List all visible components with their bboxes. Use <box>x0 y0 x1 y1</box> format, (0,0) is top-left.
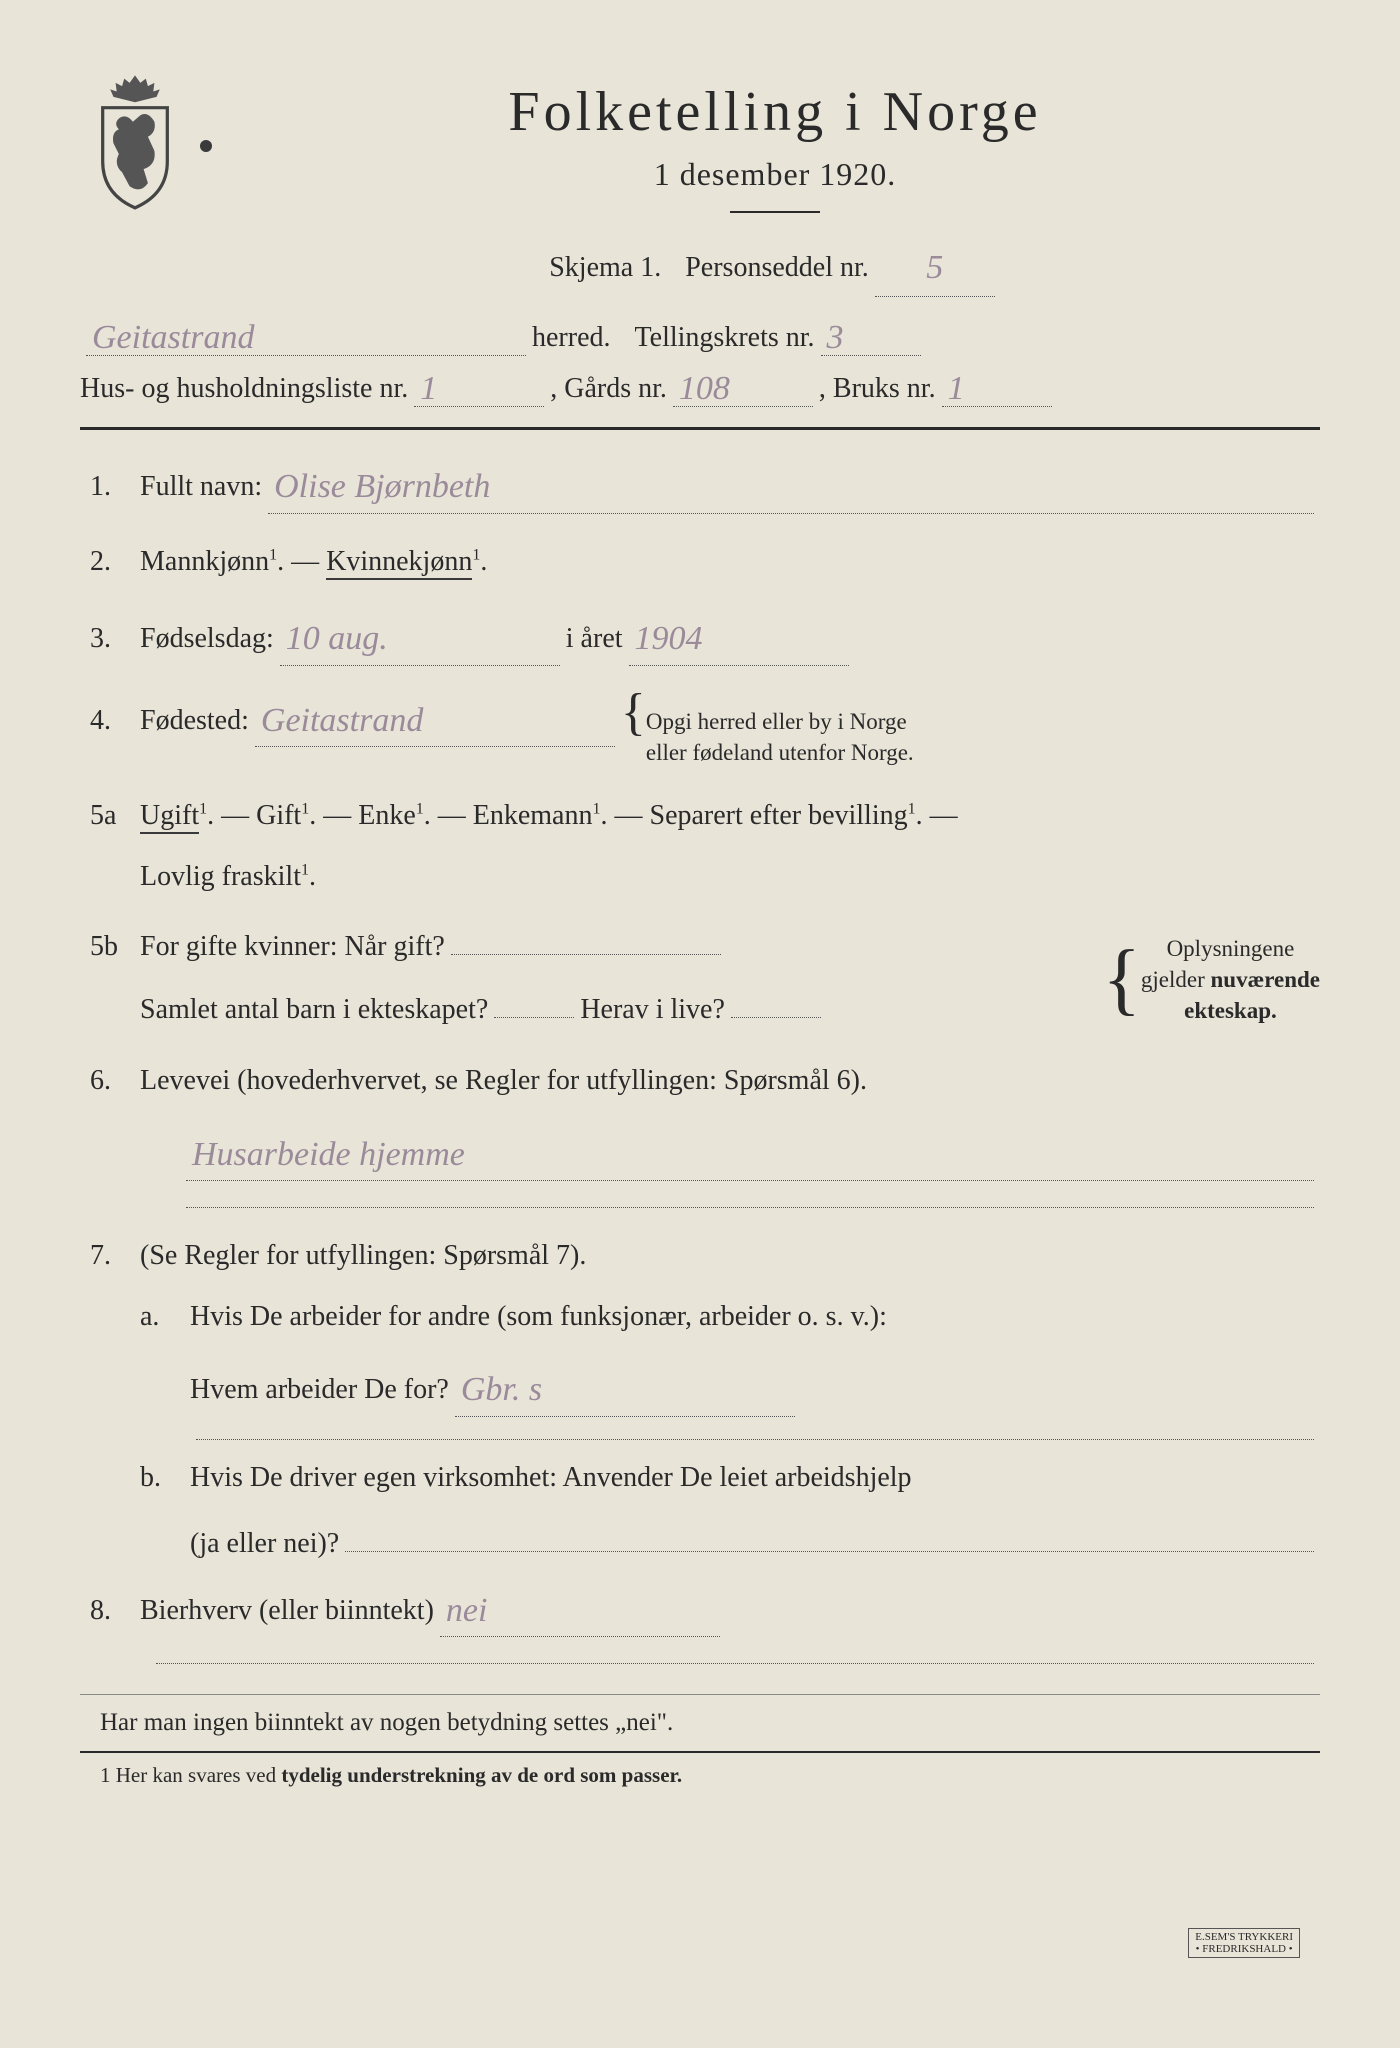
main-title: Folketelling i Norge <box>230 80 1320 144</box>
q3-year: 1904 <box>629 620 709 657</box>
q6-value: Husarbeide hjemme <box>186 1136 471 1173</box>
q5a-opt-separert: Separert efter bevilling <box>650 800 908 831</box>
tellingskrets-value: 3 <box>821 319 850 356</box>
coat-of-arms-icon <box>80 70 190 210</box>
personseddel-label: Personseddel nr. <box>685 243 869 293</box>
q3-day: 10 aug. <box>280 620 394 657</box>
bruks-label: , Bruks nr. <box>819 373 936 405</box>
brace-icon: { <box>1102 955 1140 1003</box>
q8-value: nei <box>440 1592 494 1629</box>
q4-value: Geitastrand <box>255 702 429 739</box>
q5b-label1: For gifte kvinner: Når gift? <box>140 925 445 970</box>
husliste-label: Hus- og husholdningsliste nr. <box>80 373 408 405</box>
question-5a: 5a Ugift1. — Gift1. — Enke1. — Enkemann1… <box>80 794 1320 900</box>
question-2: 2. Mannkjønn1. — Kvinnekjønn1. <box>80 540 1320 585</box>
q8-label: Bierhverv (eller biinntekt) <box>140 1589 434 1634</box>
q5a-opt-fraskilt: Lovlig fraskilt <box>140 861 301 892</box>
q7a-label: Hvis De arbeider for andre (som funksjon… <box>190 1293 1320 1341</box>
q3-mid: i året <box>566 617 623 662</box>
herred-value: Geitastrand <box>86 319 260 356</box>
question-7a: a. Hvis De arbeider for andre (som funks… <box>140 1293 1320 1440</box>
q7-label: (Se Regler for utfyllingen: Spørsmål 7). <box>140 1240 586 1271</box>
herred-label: herred. <box>532 322 611 354</box>
q7b-q: (ja eller nei)? <box>190 1520 339 1568</box>
q5a-opt-enke: Enke <box>358 800 416 831</box>
tellingskrets-label: Tellingskrets nr. <box>635 322 815 354</box>
q1-label: Fullt navn: <box>140 465 262 510</box>
meta-block: Geitastrand herred. Tellingskrets nr. 3 … <box>80 317 1320 407</box>
q5a-opt-gift: Gift <box>256 800 301 831</box>
question-6: 6. Levevei (hovederhvervet, se Regler fo… <box>80 1059 1320 1208</box>
q1-value: Olise Bjørnbeth <box>268 468 496 505</box>
q4-note1: Opgi herred eller by i Norge <box>646 709 907 734</box>
q5b-label3: Herav i live? <box>580 988 725 1033</box>
question-3: 3. Fødselsdag: 10 aug. i året 1904 <box>80 610 1320 665</box>
brace-icon: { <box>621 697 646 728</box>
question-1: 1. Fullt navn: Olise Bjørnbeth <box>80 458 1320 513</box>
question-5b: 5b For gifte kvinner: Når gift? Samlet a… <box>80 925 1320 1033</box>
skjema-label: Skjema 1. <box>549 243 661 293</box>
personseddel-value: 5 <box>920 249 949 286</box>
question-7: 7. (Se Regler for utfyllingen: Spørsmål … <box>80 1234 1320 1279</box>
section-divider <box>80 427 1320 430</box>
bruks-value: 1 <box>942 370 971 407</box>
q5a-opt-enkemann: Enkemann <box>473 800 593 831</box>
q6-label: Levevei (hovederhvervet, se Regler for u… <box>140 1065 867 1096</box>
subtitle: 1 desember 1920. <box>230 156 1320 193</box>
question-7b: b. Hvis De driver egen virksomhet: Anven… <box>140 1454 1320 1567</box>
q2-male: Mannkjønn <box>140 546 269 577</box>
q7a-value: Gbr. s <box>455 1371 548 1408</box>
q5a-opt-ugift: Ugift <box>140 800 199 834</box>
printer-mark: E.SEM'S TRYKKERI • FREDRIKSHALD • <box>1188 1928 1300 1958</box>
gards-label: , Gårds nr. <box>550 373 667 405</box>
title-divider <box>730 211 820 213</box>
q7a-q: Hvem arbeider De for? <box>190 1366 449 1414</box>
q5b-note1: Oplysningene <box>1167 936 1295 961</box>
q5b-note3: ekteskap. <box>1184 998 1277 1023</box>
q2-female: Kvinnekjønn <box>326 546 472 580</box>
question-8: 8. Bierhverv (eller biinntekt) nei <box>80 1582 1320 1637</box>
header: Folketelling i Norge 1 desember 1920. Sk… <box>80 60 1320 297</box>
q3-label: Fødselsdag: <box>140 617 274 662</box>
question-4: 4. Fødested: Geitastrand { Opgi herred e… <box>80 692 1320 768</box>
q7b-label: Hvis De driver egen virksomhet: Anvender… <box>190 1454 1320 1502</box>
q4-note2: eller fødeland utenfor Norge. <box>646 740 914 765</box>
footer-note-2: 1 Her kan svares ved tydelig understrekn… <box>80 1751 1320 1788</box>
husliste-value: 1 <box>414 370 443 407</box>
ink-dot <box>200 140 212 152</box>
gards-value: 108 <box>673 370 736 407</box>
q5b-note2: gjelder nuværende <box>1141 967 1320 992</box>
footer-note-1: Har man ingen biinntekt av nogen betydni… <box>80 1694 1320 1737</box>
q5b-label2: Samlet antal barn i ekteskapet? <box>140 988 488 1033</box>
q4-label: Fødested: <box>140 699 249 744</box>
